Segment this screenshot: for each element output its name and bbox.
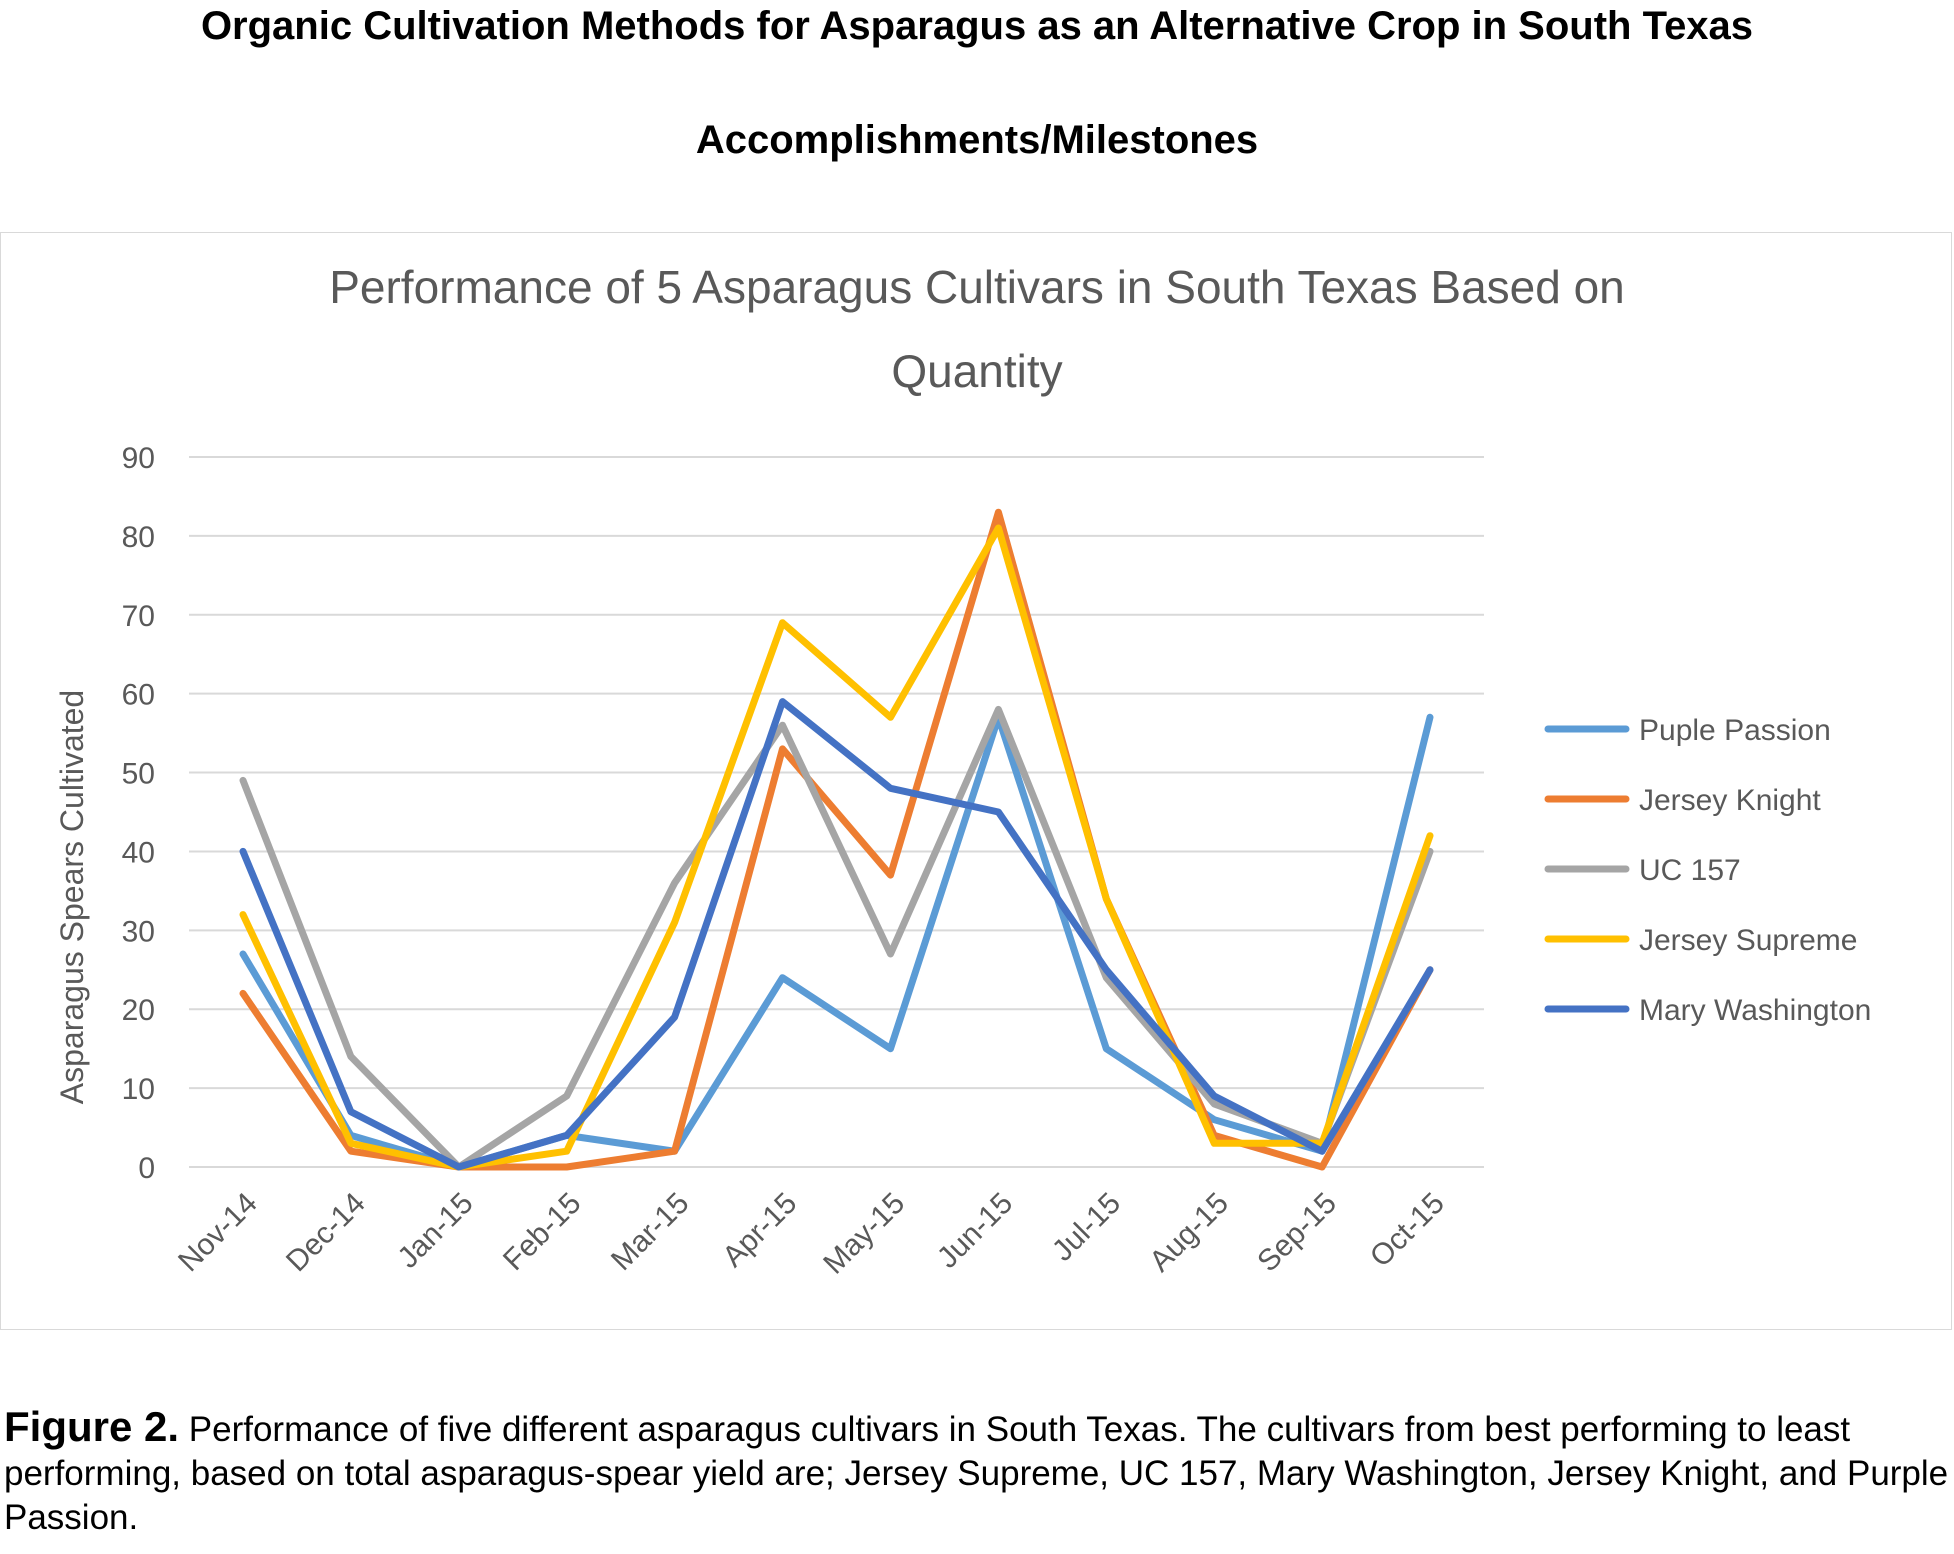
x-tick-label: Apr-15: [716, 1187, 803, 1274]
figure-caption: Figure 2. Performance of five different …: [4, 1405, 1949, 1540]
series-line: [239, 705, 1434, 1171]
y-tick-label: 70: [122, 600, 155, 633]
y-tick-label: 20: [122, 994, 155, 1027]
x-tick-label: Oct-15: [1364, 1187, 1451, 1274]
y-tick-label: 10: [122, 1073, 155, 1106]
y-tick-label: 30: [122, 915, 155, 948]
gridlines: [189, 456, 1484, 1168]
legend-label: Jersey Supreme: [1639, 924, 1857, 957]
y-tick-label: 50: [122, 758, 155, 791]
y-tick-label: 0: [138, 1152, 155, 1185]
x-tick-label: Jul-15: [1046, 1187, 1127, 1268]
y-tick-label: 90: [122, 442, 155, 475]
y-tick-label: 40: [122, 836, 155, 869]
series-line: [239, 713, 1434, 1171]
legend-label: Puple Passion: [1639, 714, 1831, 747]
chart-area: Performance of 5 Asparagus Cultivars in …: [0, 232, 1952, 1330]
document-subtitle: Accomplishments/Milestones: [695, 118, 1259, 162]
line-chart: Performance of 5 Asparagus Cultivars in …: [54, 261, 1871, 1281]
chart-title-line: Quantity: [891, 345, 1062, 397]
legend-label: Mary Washington: [1639, 994, 1871, 1027]
y-axis-title: Asparagus Spears Cultivated: [54, 690, 90, 1104]
x-tick-label: Feb-15: [497, 1187, 588, 1278]
y-tick-label: 60: [122, 679, 155, 712]
legend-label: UC 157: [1639, 854, 1741, 887]
document-title: Organic Cultivation Methods for Asparagu…: [200, 4, 1754, 48]
y-axis-ticks: 0 10 20 30 40 50 60 70 80 90: [122, 442, 155, 1185]
y-tick-label: 80: [122, 521, 155, 554]
legend: Puple Passion Jersey Knight UC 157 Jersey S…: [1544, 714, 1871, 1027]
x-tick-label: Nov-14: [172, 1187, 264, 1279]
chart-title: Performance of 5 Asparagus Cultivars in …: [329, 261, 1625, 397]
x-tick-label: Jun-15: [931, 1187, 1019, 1275]
x-tick-label: Jan-15: [391, 1187, 479, 1275]
x-tick-label: Aug-15: [1143, 1187, 1235, 1279]
caption-lead: Figure 2.: [4, 1403, 180, 1450]
x-tick-label: Dec-14: [280, 1187, 372, 1279]
series-line: [239, 698, 1434, 1171]
x-tick-label: Mar-15: [605, 1187, 696, 1278]
legend-label: Jersey Knight: [1639, 784, 1821, 817]
x-tick-label: May-15: [817, 1187, 911, 1281]
y-axis-label: Asparagus Spears Cultivated: [54, 690, 90, 1104]
series-lines: [239, 508, 1434, 1171]
x-axis-ticks: Nov-14 Dec-14 Jan-15 Feb-15 Mar-15 Apr-15 May-…: [172, 1187, 1451, 1281]
caption-text: Performance of five different asparagus …: [4, 1410, 1949, 1537]
series-line: [239, 524, 1434, 1171]
chart-title-line: Performance of 5 Asparagus Cultivars in …: [329, 261, 1625, 313]
x-tick-label: Sep-15: [1251, 1187, 1343, 1279]
